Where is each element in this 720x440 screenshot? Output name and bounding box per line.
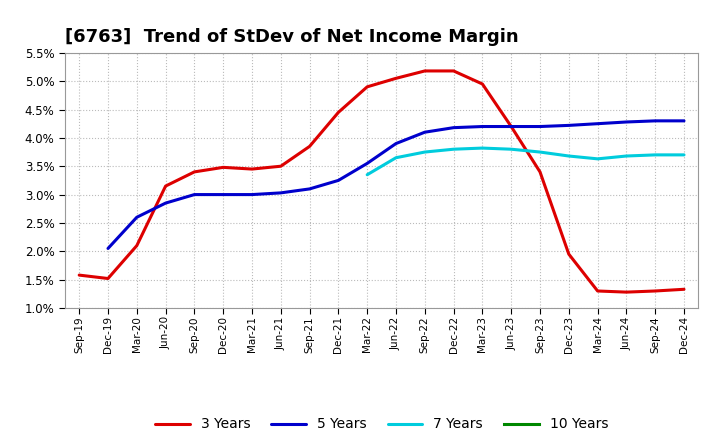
5 Years <box>449 125 458 130</box>
3 Years <box>680 286 688 292</box>
5 Years <box>392 141 400 146</box>
7 Years <box>651 152 660 158</box>
7 Years <box>622 154 631 159</box>
5 Years <box>478 124 487 129</box>
7 Years <box>593 156 602 161</box>
3 Years <box>478 81 487 87</box>
5 Years <box>190 192 199 197</box>
Line: 7 Years: 7 Years <box>367 148 684 175</box>
5 Years <box>536 124 544 129</box>
5 Years <box>248 192 256 197</box>
3 Years <box>651 288 660 293</box>
5 Years <box>104 246 112 251</box>
7 Years <box>564 154 573 159</box>
7 Years <box>363 172 372 177</box>
3 Years <box>449 68 458 73</box>
7 Years <box>507 147 516 152</box>
5 Years <box>593 121 602 126</box>
3 Years <box>334 110 343 115</box>
3 Years <box>104 276 112 281</box>
Line: 5 Years: 5 Years <box>108 121 684 249</box>
5 Years <box>219 192 228 197</box>
7 Years <box>420 150 429 155</box>
3 Years <box>622 290 631 295</box>
5 Years <box>564 123 573 128</box>
7 Years <box>680 152 688 158</box>
7 Years <box>478 146 487 151</box>
7 Years <box>536 150 544 155</box>
3 Years <box>305 144 314 149</box>
3 Years <box>161 183 170 189</box>
5 Years <box>507 124 516 129</box>
5 Years <box>161 201 170 206</box>
3 Years <box>420 68 429 73</box>
3 Years <box>536 169 544 175</box>
3 Years <box>507 124 516 129</box>
5 Years <box>276 190 285 195</box>
7 Years <box>392 155 400 160</box>
7 Years <box>449 147 458 152</box>
3 Years <box>219 165 228 170</box>
3 Years <box>593 288 602 293</box>
Text: [6763]  Trend of StDev of Net Income Margin: [6763] Trend of StDev of Net Income Marg… <box>65 28 518 46</box>
5 Years <box>132 215 141 220</box>
5 Years <box>363 161 372 166</box>
3 Years <box>132 243 141 248</box>
5 Years <box>420 129 429 135</box>
5 Years <box>680 118 688 124</box>
5 Years <box>622 119 631 125</box>
3 Years <box>75 272 84 278</box>
3 Years <box>248 166 256 172</box>
5 Years <box>305 186 314 191</box>
5 Years <box>334 178 343 183</box>
3 Years <box>392 76 400 81</box>
3 Years <box>190 169 199 175</box>
3 Years <box>276 164 285 169</box>
3 Years <box>564 252 573 257</box>
Line: 3 Years: 3 Years <box>79 71 684 292</box>
Legend: 3 Years, 5 Years, 7 Years, 10 Years: 3 Years, 5 Years, 7 Years, 10 Years <box>150 412 613 437</box>
5 Years <box>651 118 660 124</box>
3 Years <box>363 84 372 89</box>
